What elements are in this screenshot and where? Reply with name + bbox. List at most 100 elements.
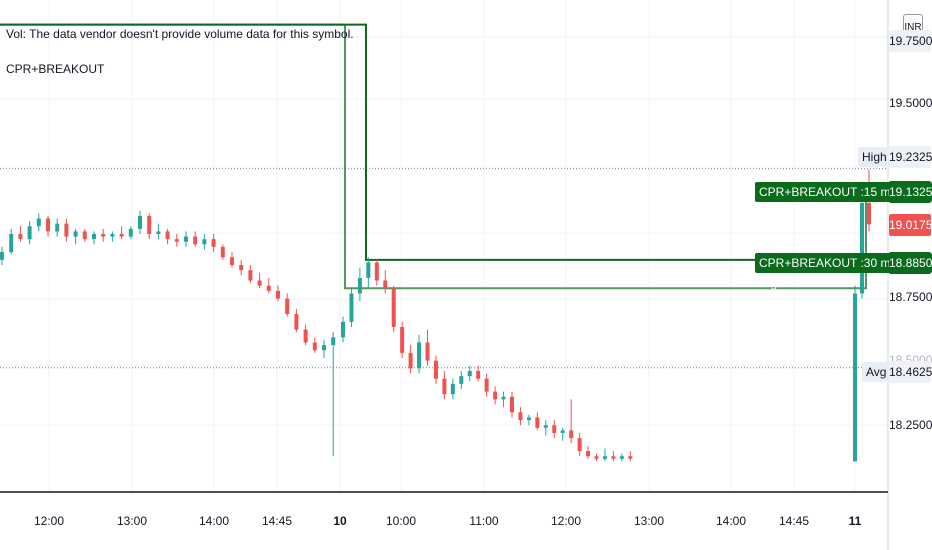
- day3-candle-1: [860, 202, 864, 294]
- time-label-12-00: 12:00: [33, 514, 65, 528]
- indicator-name[interactable]: CPR+BREAKOUT: [6, 62, 105, 76]
- day1-candle-24: [220, 246, 225, 258]
- day1-candle-23: [211, 239, 216, 247]
- day2-candle-25: [552, 425, 557, 433]
- day1-candle-32: [294, 314, 299, 330]
- time-label-14-00: 14:00: [198, 514, 230, 528]
- day2-candle-29: [586, 451, 591, 457]
- day3-candle-2: [867, 202, 871, 225]
- day1-candle-0: [0, 252, 4, 260]
- day1-candle-17: [156, 231, 161, 234]
- day2-candle-26: [560, 430, 565, 433]
- time-label-13-00: 13:00: [116, 514, 148, 528]
- day1-candle-20: [184, 236, 188, 242]
- cpr15-value: 19.1325: [889, 181, 932, 203]
- day2-candle-34: [628, 456, 633, 459]
- day1-candle-34: [312, 342, 317, 351]
- day2-candle-2: [357, 277, 362, 294]
- day2-candle-21: [518, 412, 523, 421]
- day2-candle-15: [467, 370, 472, 377]
- time-label-13-00-b: 13:00: [633, 514, 665, 528]
- axis-tick-18-2500: 18.2500: [889, 418, 932, 432]
- day2-candle-9: [417, 342, 422, 369]
- day1-candle-5: [46, 218, 50, 232]
- day1-candle-2: [18, 233, 23, 240]
- day1-candle-29: [266, 285, 271, 291]
- day1-candle-4: [36, 218, 41, 227]
- day1-candle-9: [82, 231, 87, 240]
- day1-candle-22: [202, 239, 207, 245]
- day1-candle-27: [248, 270, 253, 281]
- avg-tag: Avg: [862, 362, 891, 382]
- day2-candle-31: [602, 456, 607, 459]
- time-label-12-00-b: 12:00: [550, 514, 582, 528]
- high-tag: High: [858, 147, 891, 167]
- day1-candle-25: [230, 257, 234, 265]
- day3-candle-0: [853, 293, 857, 462]
- day2-candle-17: [484, 378, 489, 392]
- day2-candle-5: [383, 280, 388, 289]
- axis-tick-19-7500: 19.7500: [889, 30, 932, 52]
- time-label-14-45-b: 14:45: [778, 514, 810, 528]
- day1-candle-36: [331, 337, 336, 346]
- time-label-10-00: 10:00: [385, 514, 417, 528]
- day2-candle-0: [341, 321, 345, 338]
- day1-candle-35: [322, 345, 326, 351]
- day2-candle-23: [535, 417, 540, 428]
- day2-candle-11: [433, 360, 438, 379]
- day2-candle-30: [594, 456, 599, 459]
- axis-tick-19-5000: 19.5000: [889, 96, 932, 110]
- axis-tick-18-7500: 18.7500: [889, 290, 932, 304]
- cpr30-value: 18.8850: [889, 252, 932, 274]
- day1-candle-13: [119, 233, 124, 237]
- day1-candle-10: [92, 233, 96, 240]
- day1-candle-16: [147, 215, 152, 234]
- day1-candle-6: [55, 223, 60, 232]
- day2-candle-33: [619, 456, 624, 459]
- day2-candle-12: [442, 378, 447, 395]
- day1-candle-21: [193, 236, 198, 245]
- day2-candle-16: [476, 370, 481, 379]
- day1-candle-28: [257, 280, 262, 286]
- day2-candle-27: [569, 430, 574, 439]
- day2-candle-24: [543, 425, 548, 428]
- last-price-value: 19.0175: [889, 214, 932, 236]
- avg-value: 18.4625: [889, 361, 932, 383]
- day1-candle-3: [27, 226, 32, 240]
- day1-candle-18: [165, 231, 170, 240]
- day2-candle-19: [501, 396, 506, 400]
- day1-candle-31: [285, 298, 290, 315]
- day1-candle-26: [239, 264, 244, 271]
- cpr15-tag: CPR+BREAKOUT :15 mins High: [755, 182, 932, 219]
- cpr30-tag: CPR+BREAKOUT :30 mins High: [755, 253, 932, 290]
- day2-candle-14: [459, 376, 464, 384]
- day2-candle-4: [374, 262, 379, 281]
- volume-note: Vol: The data vendor doesn't provide vol…: [6, 27, 354, 41]
- day2-candle-1: [349, 293, 354, 322]
- day2-candle-28: [577, 438, 582, 452]
- day1-candle-14: [128, 228, 133, 237]
- day2-candle-3: [366, 262, 371, 278]
- time-label-day-11: 11: [848, 514, 862, 528]
- cpr-30-mins-high-line: [0, 23, 888, 261]
- day2-candle-7: [400, 327, 405, 353]
- day2-candle-20: [510, 396, 514, 413]
- high-value: 19.2325: [889, 146, 932, 168]
- day1-candle-1: [9, 233, 14, 253]
- day2-candle-10: [425, 342, 430, 361]
- day2-candle-22: [526, 417, 531, 421]
- cpr-15-mins-high-line: [0, 23, 888, 290]
- day1-candle-7: [64, 223, 69, 237]
- day1-candle-11: [101, 233, 106, 237]
- time-label-day-10: 10: [333, 514, 347, 528]
- day2-candle-32: [611, 456, 616, 459]
- day2-candle-8: [408, 352, 413, 369]
- time-label-11-00: 11:00: [469, 514, 499, 528]
- day2-candle-13: [450, 383, 455, 395]
- day1-candle-12: [110, 233, 115, 237]
- day1-candle-33: [303, 329, 308, 343]
- day1-candle-30: [276, 290, 280, 299]
- day1-candle-15: [138, 215, 142, 229]
- time-label-14-45: 14:45: [261, 514, 293, 528]
